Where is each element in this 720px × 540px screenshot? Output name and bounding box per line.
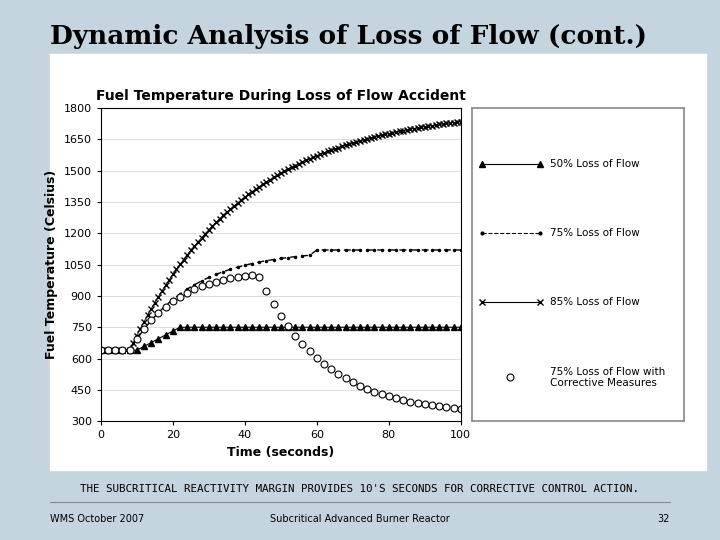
Title: Fuel Temperature During Loss of Flow Accident: Fuel Temperature During Loss of Flow Acc… bbox=[96, 89, 466, 103]
Y-axis label: Fuel Temperature (Celsius): Fuel Temperature (Celsius) bbox=[45, 170, 58, 359]
Text: THE SUBCRITICAL REACTIVITY MARGIN PROVIDES 10'S SECONDS FOR CORRECTIVE CONTROL A: THE SUBCRITICAL REACTIVITY MARGIN PROVID… bbox=[81, 484, 639, 494]
Text: 75% Loss of Flow with
Corrective Measures: 75% Loss of Flow with Corrective Measure… bbox=[550, 367, 665, 388]
Text: 50% Loss of Flow: 50% Loss of Flow bbox=[550, 159, 640, 170]
Text: 85% Loss of Flow: 85% Loss of Flow bbox=[550, 297, 640, 307]
Text: 32: 32 bbox=[657, 515, 670, 524]
Text: 75% Loss of Flow: 75% Loss of Flow bbox=[550, 228, 640, 238]
Text: Dynamic Analysis of Loss of Flow (cont.): Dynamic Analysis of Loss of Flow (cont.) bbox=[50, 24, 647, 49]
X-axis label: Time (seconds): Time (seconds) bbox=[228, 446, 334, 459]
Bar bbox=[50, 54, 706, 470]
Text: WMS October 2007: WMS October 2007 bbox=[50, 515, 145, 524]
Text: Subcritical Advanced Burner Reactor: Subcritical Advanced Burner Reactor bbox=[270, 515, 450, 524]
